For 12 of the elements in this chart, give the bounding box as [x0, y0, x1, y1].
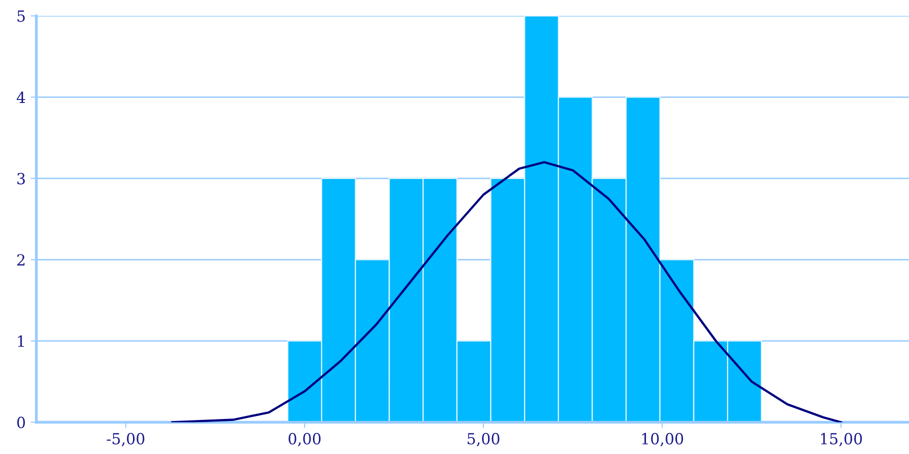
- x-tick-label: -5,00: [106, 432, 144, 446]
- y-tick-label: 1: [18, 335, 24, 347]
- y-tick-label: 5: [18, 10, 25, 22]
- x-tick-label: 15,00: [821, 432, 862, 446]
- y-tick-label: 0: [17, 416, 25, 428]
- x-tick-label: 10,00: [642, 432, 684, 446]
- y-tick-label: 3: [17, 172, 25, 184]
- line-series: [171, 161, 842, 422]
- y-tick-label: 4: [16, 92, 26, 103]
- x-tick-label: 0,00: [288, 432, 321, 446]
- x-tick-label: 5,00: [468, 432, 500, 446]
- y-tick-label: 2: [17, 254, 24, 266]
